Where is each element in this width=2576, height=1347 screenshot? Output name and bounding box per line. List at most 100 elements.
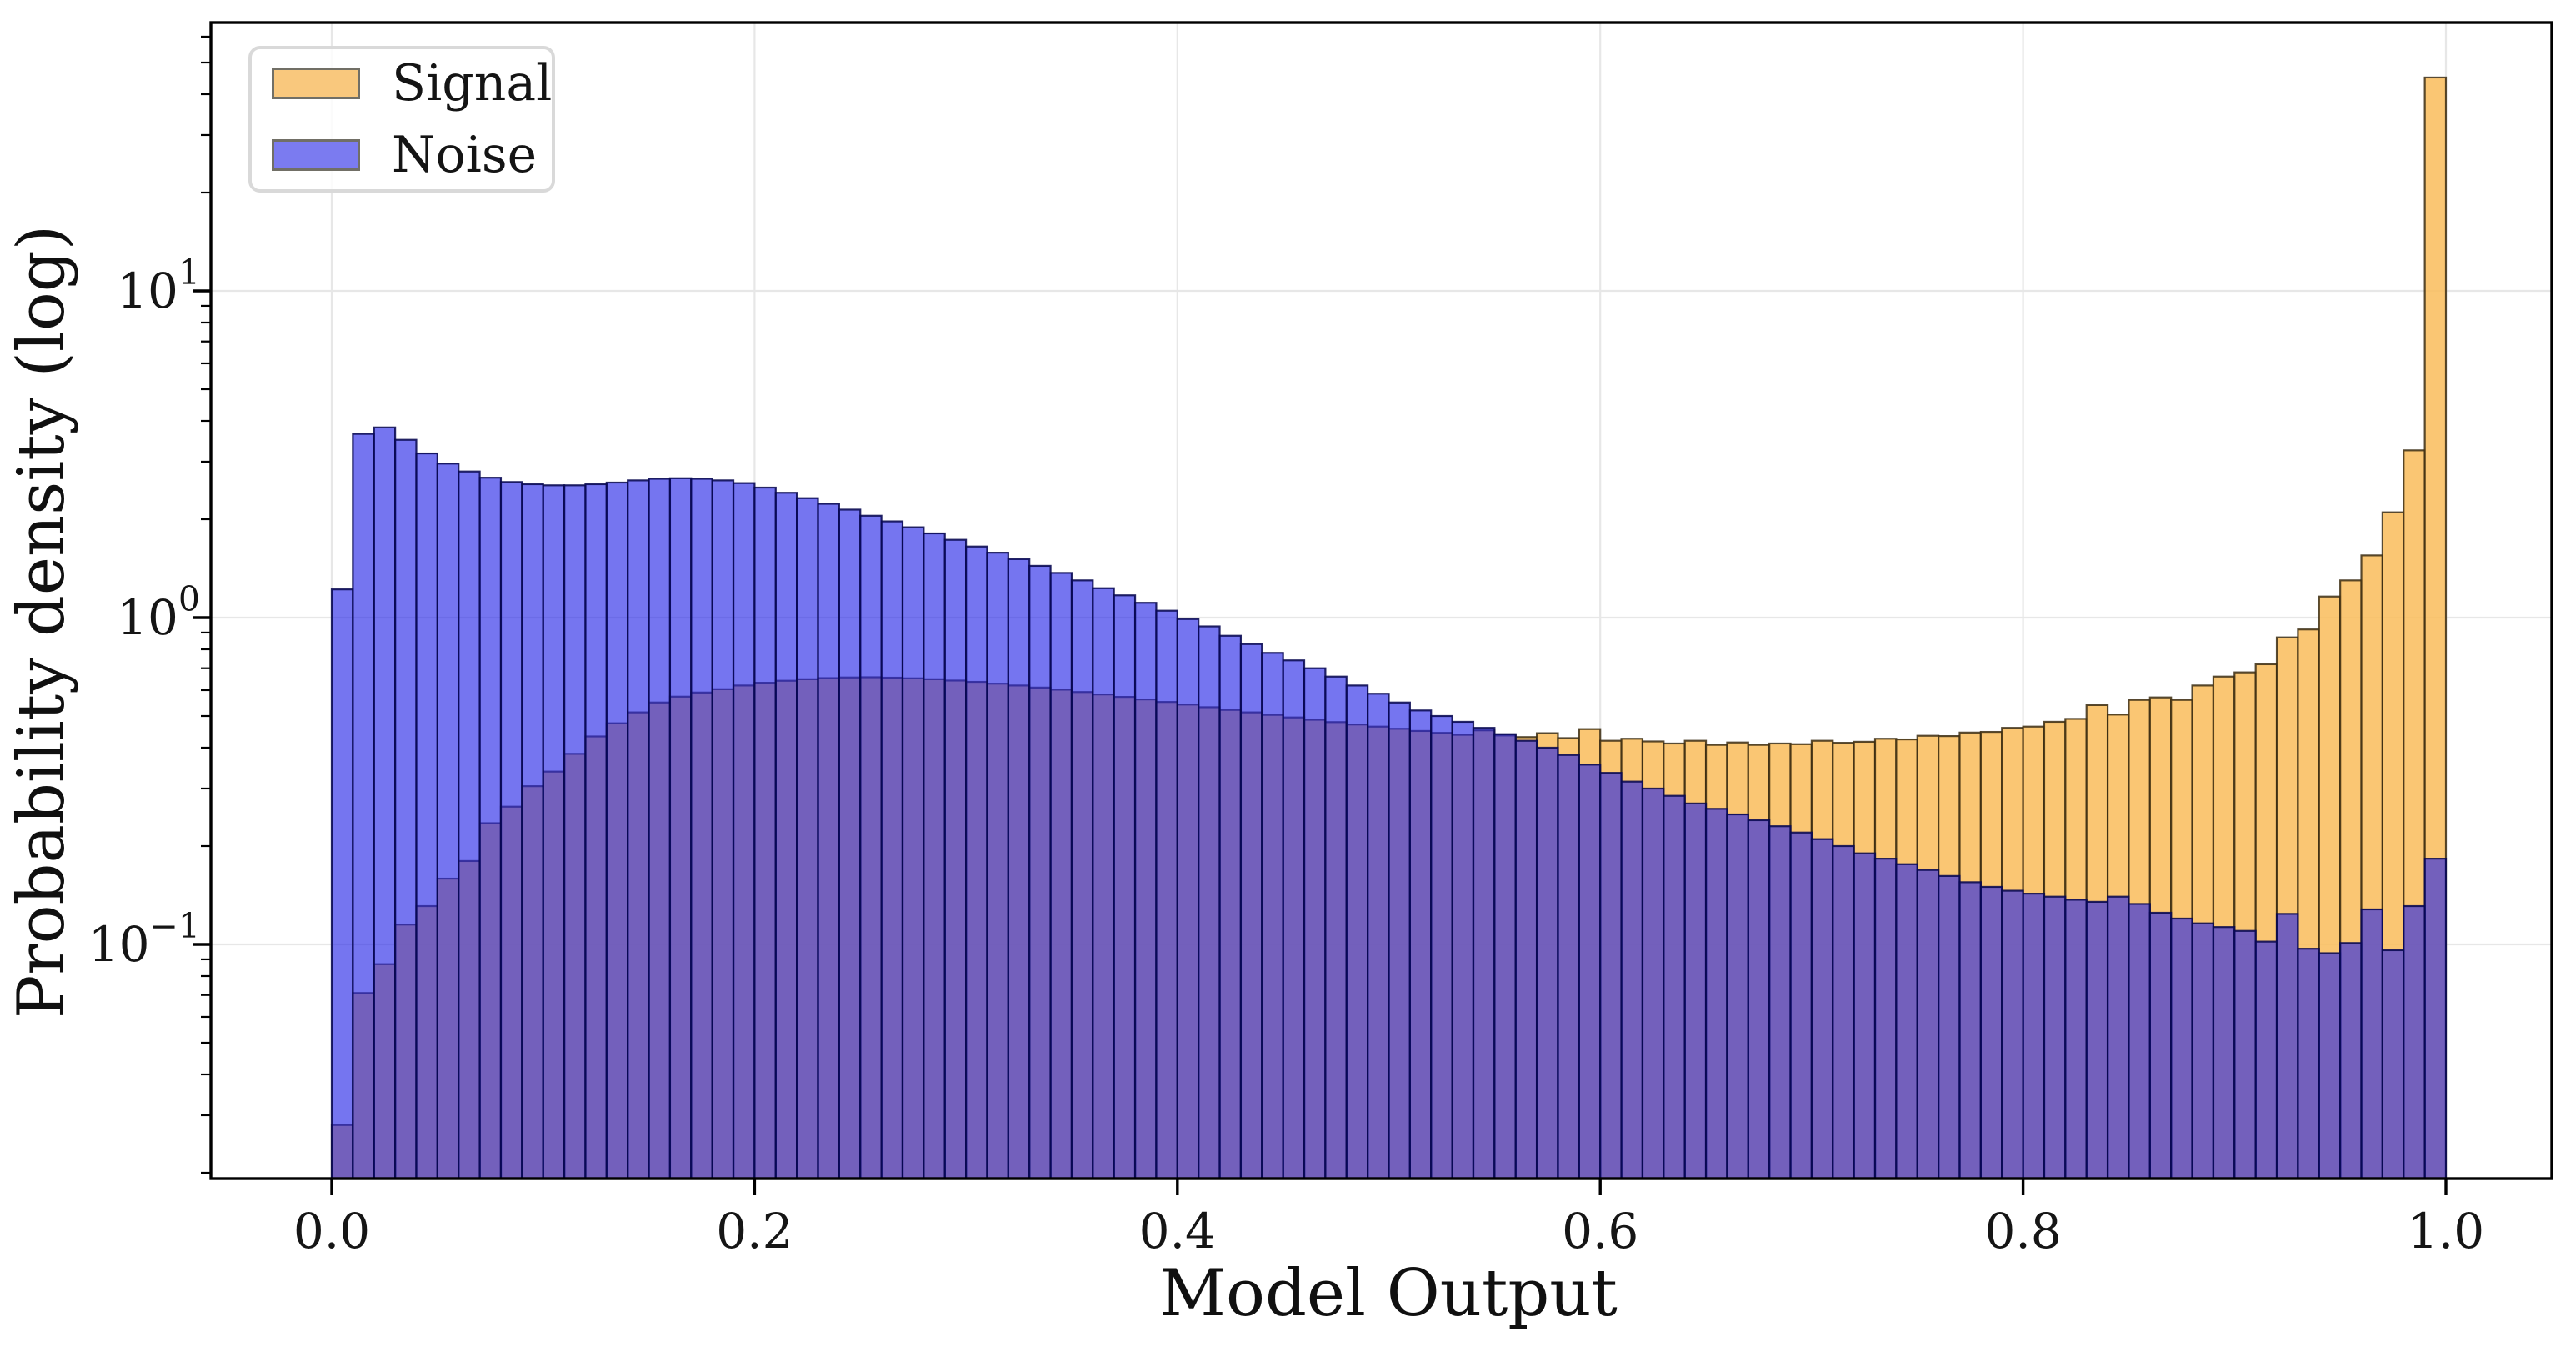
noise-bar — [1853, 852, 1877, 1180]
noise-bar — [605, 481, 629, 1180]
noise-bar — [2381, 949, 2405, 1180]
plot-border — [209, 21, 2553, 1180]
noise-bar — [1958, 881, 1982, 1180]
noise-bar — [1092, 587, 1115, 1180]
noise-bar — [352, 433, 375, 1180]
noise-bar — [668, 477, 693, 1180]
x-tick-label: 0.6 — [1562, 1203, 1638, 1259]
noise-bar — [1155, 609, 1178, 1180]
noise-bar — [1451, 720, 1475, 1180]
x-tick-label: 1.0 — [2408, 1203, 2484, 1259]
noise-bar — [2275, 913, 2299, 1180]
noise-bar — [648, 478, 672, 1180]
noise-bar — [2022, 893, 2046, 1180]
noise-bar — [1979, 885, 2003, 1180]
noise-bar — [1113, 594, 1137, 1180]
noise-bar — [1557, 754, 1580, 1180]
noise-bar — [436, 463, 460, 1180]
legend-item-signal: Signal — [272, 58, 552, 108]
noise-bar — [394, 438, 418, 1180]
noise-bar — [521, 483, 544, 1180]
noise-bar — [1599, 772, 1623, 1180]
noise-bar — [2106, 895, 2130, 1180]
noise-bar — [1303, 667, 1327, 1180]
noise-bar — [1704, 808, 1728, 1180]
noise-bar — [1873, 858, 1898, 1180]
x-tick-label: 0.0 — [293, 1203, 370, 1259]
noise-bar — [732, 482, 756, 1180]
noise-bar — [901, 526, 925, 1180]
axis-ticks — [193, 35, 2448, 1195]
noise-bar — [2148, 911, 2173, 1180]
noise-bar — [1493, 733, 1517, 1180]
noise-bar — [1261, 652, 1284, 1180]
noise-bar — [1747, 819, 1771, 1180]
noise-bar — [1218, 634, 1243, 1180]
noise-bar — [796, 497, 819, 1180]
x-tick-labels: 0.0 0.2 0.4 0.6 0.8 1.0 — [293, 1203, 2484, 1259]
noise-bar — [1895, 863, 1918, 1180]
noise-bar — [817, 503, 840, 1180]
noise-bar — [1916, 869, 1940, 1180]
x-tick-label: 0.8 — [1984, 1203, 2061, 1259]
noise-bar — [986, 552, 1009, 1180]
signal-swatch — [272, 68, 360, 99]
noise-bar — [1789, 831, 1813, 1180]
noise-bar — [2085, 900, 2109, 1180]
noise-bar — [1938, 874, 1961, 1180]
noise-bar — [373, 426, 397, 1180]
y-axis-label: Probability density (log) — [4, 225, 79, 1019]
noise-bar — [1408, 709, 1433, 1180]
noise-bar — [2254, 940, 2278, 1180]
noise-bar — [1367, 693, 1390, 1180]
noise-bar — [1007, 558, 1031, 1180]
legend: Signal Noise — [248, 46, 555, 193]
noise-bars — [330, 426, 2448, 1180]
noise-bar — [542, 484, 566, 1180]
legend-label-noise: Noise — [392, 126, 538, 184]
noise-bar — [330, 588, 354, 1180]
noise-bar — [1663, 794, 1686, 1180]
y-tick-label: 100 — [117, 579, 200, 646]
noise-bar — [1683, 802, 1708, 1180]
noise-bar — [2297, 948, 2320, 1180]
noise-bar — [1578, 764, 1602, 1180]
noise-bar — [1388, 701, 1411, 1180]
x-tick-label: 0.2 — [716, 1203, 793, 1259]
noise-bar — [563, 484, 587, 1180]
noise-bar — [1535, 746, 1559, 1180]
noise-bar — [880, 520, 904, 1180]
noise-bar — [690, 478, 713, 1180]
noise-bar — [1324, 675, 1348, 1180]
noise-bar — [1832, 844, 1855, 1180]
noise-bar — [584, 483, 608, 1180]
legend-label-signal: Signal — [392, 54, 553, 113]
noise-bar — [2064, 899, 2088, 1180]
noise-bar — [1070, 579, 1094, 1180]
noise-bar — [2170, 917, 2193, 1180]
noise-bar — [859, 514, 883, 1180]
noise-bar — [458, 470, 481, 1180]
noise-bar — [2423, 858, 2448, 1180]
noise-bar — [1514, 739, 1538, 1180]
noise-bar — [1768, 825, 1792, 1180]
y-tick-label: 101 — [117, 253, 200, 319]
noise-bar — [753, 486, 777, 1180]
noise-bar — [2403, 904, 2426, 1180]
noise-bar — [1133, 602, 1158, 1180]
noise-bar — [2360, 908, 2383, 1180]
x-tick-label: 0.4 — [1139, 1203, 1216, 1259]
noise-bar — [2128, 903, 2151, 1180]
noise-bar — [2339, 942, 2363, 1180]
y-tick-labels: 101 100 10−1 — [88, 253, 200, 973]
noise-bar — [415, 452, 438, 1180]
noise-bar — [774, 492, 798, 1180]
noise-bar — [1198, 625, 1221, 1180]
noise-bar — [2043, 895, 2067, 1180]
noise-bar — [964, 545, 988, 1180]
noise-bar — [2318, 952, 2342, 1180]
x-axis-label: Model Output — [1159, 1256, 1618, 1331]
noise-bar — [1620, 780, 1644, 1180]
